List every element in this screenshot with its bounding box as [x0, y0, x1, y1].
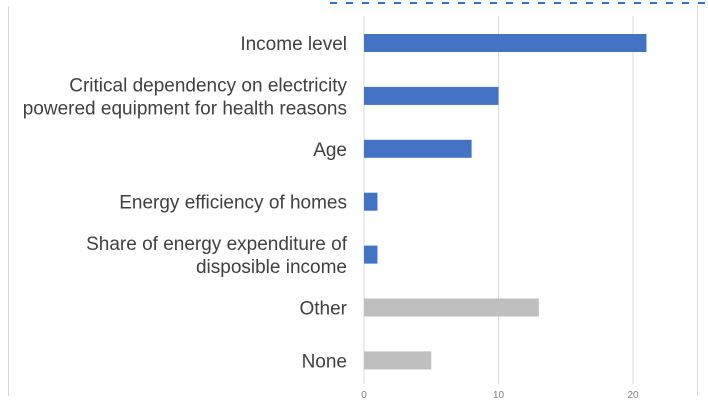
category-label-line: Income level	[240, 34, 347, 55]
category-label-line: Critical dependency on electricity	[69, 75, 347, 96]
gridlines	[363, 16, 634, 384]
bar-5	[364, 245, 378, 264]
category-label-line: disposible income	[196, 257, 347, 278]
category-label-5: Share of energy expenditure of disposible…	[86, 234, 348, 278]
category-label-3: Age	[313, 140, 347, 161]
category-labels: Income level Critical dependency on elect…	[23, 34, 348, 372]
bar-2	[364, 86, 499, 105]
chart-frame	[8, 6, 698, 396]
category-label-line: Share of energy expenditure of	[86, 234, 348, 255]
category-label-line: powered equipment for health reasons	[23, 98, 347, 119]
category-label-line: Other	[299, 299, 347, 320]
bars	[364, 34, 647, 370]
category-label-line: Energy efficiency of homes	[119, 193, 347, 214]
bar-4	[364, 192, 378, 211]
bar-6	[364, 298, 539, 317]
x-axis-tick-labels: 0 10 20	[361, 390, 639, 401]
category-label-4: Energy efficiency of homes	[119, 193, 347, 214]
x-tick-label-0: 0	[361, 390, 367, 401]
category-label-2: Critical dependency on electricity powere…	[23, 75, 348, 119]
bar-1	[364, 34, 647, 52]
category-label-6: Other	[299, 299, 347, 320]
category-label-line: Age	[313, 140, 347, 161]
x-tick-label-10: 10	[493, 390, 505, 401]
category-label-1: Income level	[240, 34, 347, 55]
x-tick-label-20: 20	[627, 390, 639, 401]
category-label-7: None	[302, 351, 347, 372]
bar-3	[364, 139, 472, 158]
bar-7	[364, 351, 432, 370]
category-label-line: None	[302, 351, 347, 372]
